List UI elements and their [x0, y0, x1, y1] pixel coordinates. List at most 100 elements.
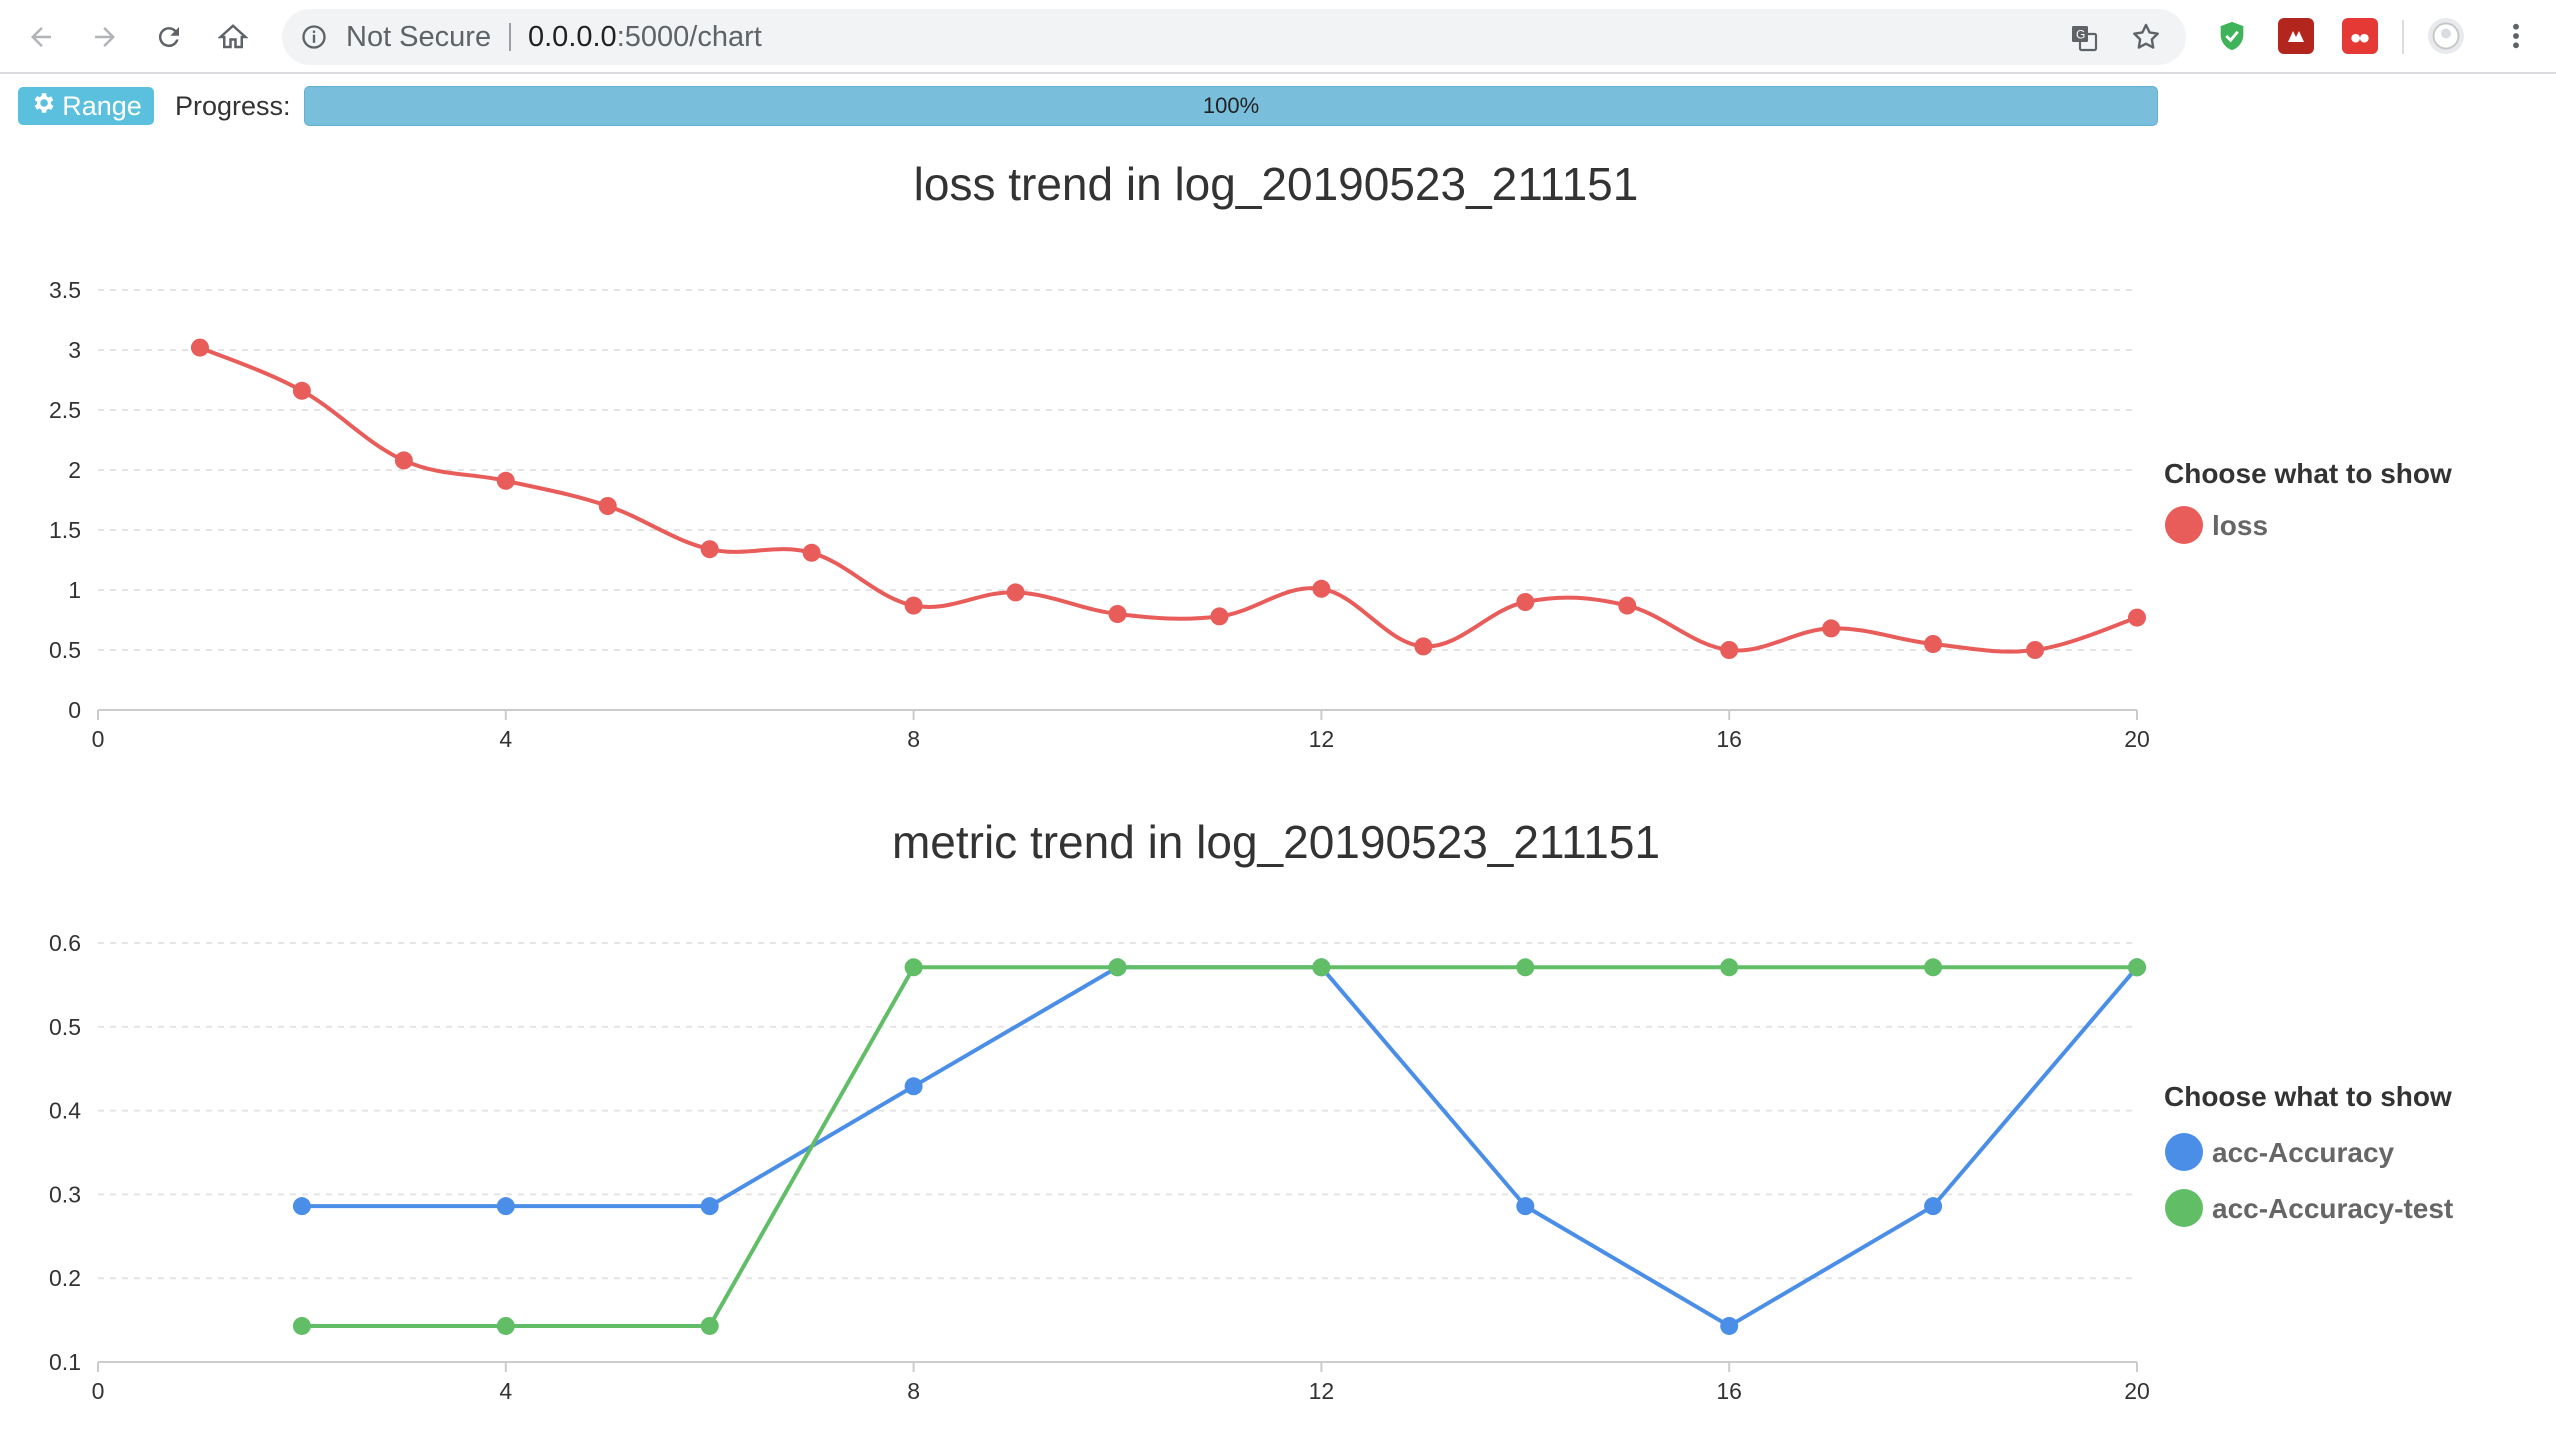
data-point[interactable] — [496, 1197, 515, 1216]
data-point[interactable] — [292, 1316, 311, 1335]
data-point[interactable] — [802, 543, 821, 562]
y-tick-label: 3 — [68, 337, 81, 363]
progress-bar-fill — [304, 86, 2158, 126]
y-tick-label: 0.3 — [49, 1181, 81, 1207]
data-point[interactable] — [1924, 635, 1943, 653]
range-button-label: Range — [62, 90, 142, 121]
data-point[interactable] — [1924, 958, 1943, 977]
extension-icon[interactable] — [2342, 18, 2378, 54]
y-tick-label: 3.5 — [49, 277, 81, 303]
x-tick-label: 20 — [2124, 1378, 2150, 1404]
data-point[interactable] — [1720, 958, 1739, 977]
y-tick-label: 2 — [68, 457, 81, 483]
data-point[interactable] — [1720, 1316, 1739, 1335]
data-point[interactable] — [1108, 605, 1127, 623]
data-point[interactable] — [2026, 641, 2045, 659]
data-point[interactable] — [1312, 958, 1331, 977]
x-tick-label: 16 — [1716, 1378, 1742, 1404]
metric-chart: metric trend in log_20190523_211151 0.1 0.… — [49, 816, 2453, 1404]
data-point[interactable] — [1516, 593, 1535, 611]
data-point[interactable] — [2128, 608, 2146, 627]
home-icon[interactable] — [210, 14, 256, 60]
data-point[interactable] — [2128, 958, 2146, 977]
x-tick-label: 4 — [499, 1378, 512, 1404]
chart-title: metric trend in log_20190523_211151 — [892, 816, 1660, 868]
series-line — [301, 965, 2137, 1328]
data-point[interactable] — [292, 1197, 311, 1216]
data-point[interactable] — [598, 497, 617, 515]
data-point[interactable] — [904, 1077, 923, 1096]
data-point[interactable] — [1516, 1197, 1535, 1216]
security-status-label: Not Secure — [346, 21, 492, 53]
back-arrow-icon[interactable] — [18, 14, 64, 60]
data-point[interactable] — [1312, 579, 1331, 598]
omnibox-divider — [509, 23, 511, 51]
legend-title: Choose what to show — [2164, 1081, 2452, 1112]
data-point[interactable] — [1720, 641, 1739, 659]
x-tick-label: 8 — [907, 726, 920, 752]
data-point[interactable] — [496, 471, 515, 490]
y-tick-label: 0 — [68, 697, 81, 723]
data-point[interactable] — [904, 596, 923, 615]
y-tick-label: 0.5 — [49, 1014, 81, 1040]
y-tick-label: 1.5 — [49, 517, 81, 543]
data-point[interactable] — [1108, 958, 1127, 977]
data-point[interactable] — [1618, 596, 1637, 615]
data-point[interactable] — [700, 1316, 719, 1335]
legend-item[interactable]: acc-Accuracy — [2212, 1137, 2395, 1168]
shield-extension-icon[interactable] — [2214, 18, 2250, 54]
y-tick-label: 0.6 — [49, 930, 81, 956]
legend-item[interactable]: acc-Accuracy-test — [2212, 1193, 2453, 1224]
address-bar[interactable]: Not Secure 0.0.0.0:5000/chart G — [282, 9, 2186, 65]
x-tick-label: 12 — [1309, 1378, 1335, 1404]
data-point[interactable] — [1924, 1197, 1943, 1216]
y-tick-label: 0.5 — [49, 637, 81, 663]
info-icon[interactable] — [300, 23, 328, 56]
extension-icon[interactable] — [2278, 18, 2314, 54]
data-point[interactable] — [700, 540, 719, 559]
menu-icon[interactable] — [2498, 18, 2534, 54]
y-tick-label: 1 — [68, 577, 81, 603]
reload-icon[interactable] — [146, 14, 192, 60]
progress-text: 100% — [1202, 93, 1260, 118]
data-point[interactable] — [394, 451, 413, 470]
progress-bar: 100% — [304, 86, 2158, 126]
data-point[interactable] — [292, 381, 311, 400]
y-tick-label: 0.2 — [49, 1265, 81, 1291]
svg-text:G: G — [2076, 28, 2085, 42]
progress-label: Progress: — [175, 91, 291, 121]
range-button[interactable]: Range — [18, 87, 154, 125]
data-point[interactable] — [700, 1197, 719, 1216]
x-tick-label: 20 — [2124, 726, 2150, 752]
y-tick-label: 0.1 — [49, 1349, 81, 1375]
forward-arrow-icon[interactable] — [82, 14, 128, 60]
url-path: :5000/chart — [616, 21, 762, 53]
browser-toolbar: Not Secure 0.0.0.0:5000/chart G — [0, 0, 2556, 74]
translate-icon[interactable]: G — [2068, 22, 2100, 59]
url-text[interactable]: 0.0.0.0:5000/chart — [528, 9, 762, 65]
x-tick-label: 0 — [92, 726, 105, 752]
star-icon[interactable] — [2130, 21, 2162, 58]
data-point[interactable] — [1210, 607, 1229, 626]
data-point[interactable] — [1414, 637, 1433, 656]
legend-swatch[interactable] — [2165, 1189, 2203, 1227]
data-point[interactable] — [904, 958, 923, 977]
legend-swatch[interactable] — [2165, 1133, 2203, 1171]
data-point[interactable] — [1822, 619, 1841, 638]
loss-chart: loss trend in log_20190523_211151 0 0.5 1 1.… — [49, 158, 2452, 752]
chart-title: loss trend in log_20190523_211151 — [914, 158, 1639, 210]
toolbar-divider — [2402, 20, 2404, 54]
gear-icon — [30, 90, 56, 123]
legend-item[interactable]: loss — [2212, 510, 2268, 541]
x-tick-label: 4 — [499, 726, 512, 752]
series-line — [199, 345, 2138, 654]
legend-swatch[interactable] — [2165, 506, 2203, 544]
profile-icon[interactable] — [2428, 18, 2464, 54]
data-point[interactable] — [496, 1316, 515, 1335]
data-point[interactable] — [1516, 958, 1535, 977]
data-point[interactable] — [1006, 583, 1025, 602]
x-tick-label: 8 — [907, 1378, 920, 1404]
y-tick-label: 2.5 — [49, 397, 81, 423]
data-point[interactable] — [190, 338, 209, 357]
y-tick-label: 0.4 — [49, 1098, 81, 1124]
